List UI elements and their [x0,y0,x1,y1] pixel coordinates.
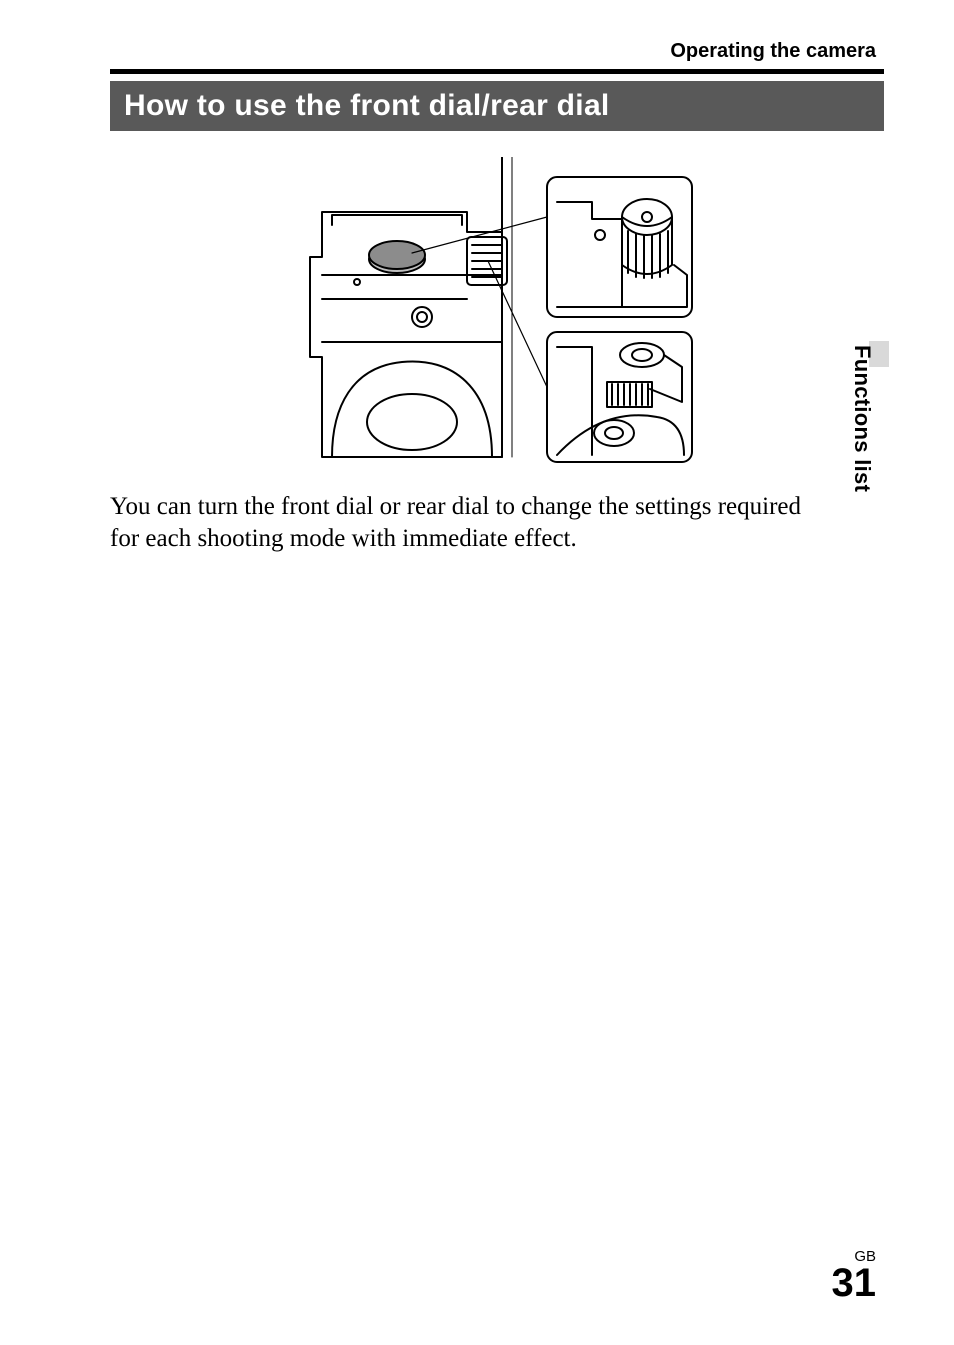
manual-page: Operating the camera How to use the fron… [0,0,954,1345]
side-tab-label: Functions list [849,345,875,492]
rear-dial-main [369,241,425,273]
figure-container [110,157,884,477]
section-title-text: How to use the front dial/rear dial [124,89,610,122]
body-paragraph: You can turn the front dial or rear dial… [110,491,830,555]
footer-page-number: 31 [832,1261,877,1305]
leader-line-rear [412,217,547,253]
rear-dial-inset [547,177,692,317]
side-tab: Functions list [849,345,879,605]
section-divider [110,69,884,74]
leader-line-front [488,261,547,387]
chapter-title: Operating the camera [110,40,884,63]
page-footer: GB 31 [832,1248,877,1303]
front-dial-inset [547,332,692,462]
camera-dial-illustration [292,157,702,477]
section-title-bar: How to use the front dial/rear dial [110,81,884,131]
camera-top-outline [310,157,512,457]
